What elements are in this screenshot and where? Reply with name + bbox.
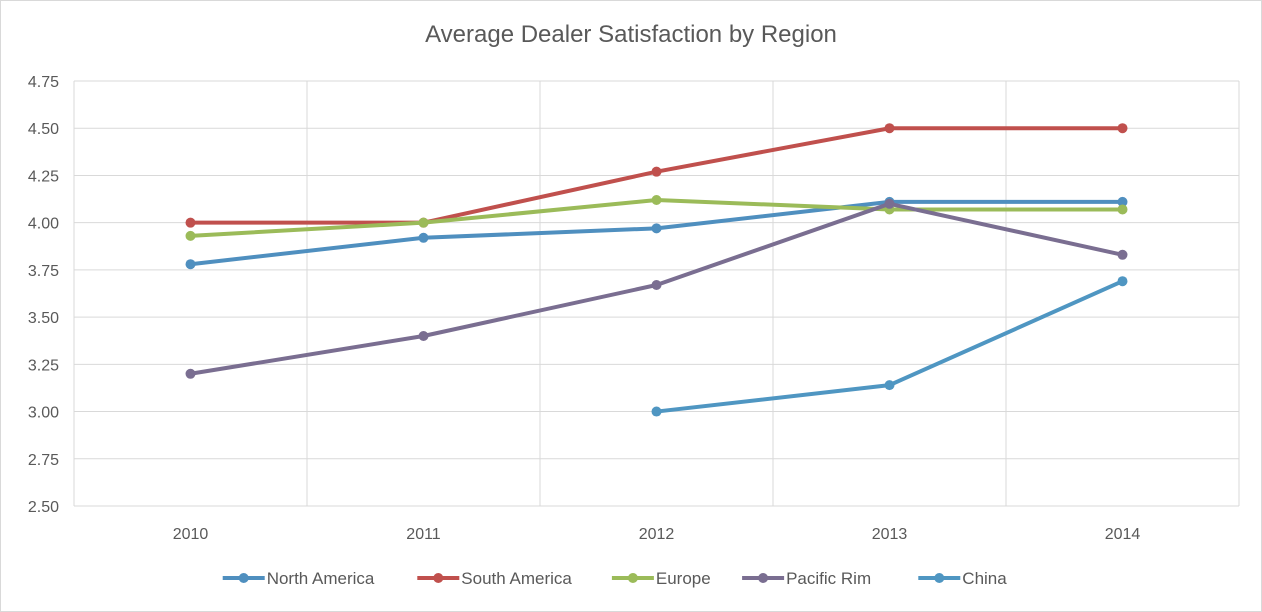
x-tick-label: 2012 xyxy=(639,526,675,543)
series-china xyxy=(651,276,1128,417)
data-point xyxy=(1117,196,1128,207)
chart-title: Average Dealer Satisfaction by Region xyxy=(425,21,837,48)
data-point xyxy=(651,280,662,290)
data-point xyxy=(1117,204,1128,215)
data-point xyxy=(651,166,662,177)
legend-marker-icon xyxy=(934,573,945,583)
y-tick-label: 4.75 xyxy=(28,74,59,91)
grid-lines xyxy=(73,80,1240,507)
data-point xyxy=(185,217,196,228)
x-tick-label: 2013 xyxy=(872,526,908,543)
legend-item: China xyxy=(918,569,1007,588)
data-point xyxy=(185,230,196,241)
legend-item: South America xyxy=(417,569,572,588)
data-point xyxy=(418,217,429,228)
series-line xyxy=(654,279,1125,414)
data-point xyxy=(651,195,662,205)
y-tick-label: 3.00 xyxy=(28,405,59,422)
x-axis-tick-labels: 2010 2011 2012 2013 2014 xyxy=(173,526,1141,543)
legend-label: South America xyxy=(461,569,572,588)
data-point xyxy=(418,331,429,341)
legend-label: Pacific Rim xyxy=(786,569,871,588)
legend-marker-icon xyxy=(627,573,638,583)
legend-label: China xyxy=(962,569,1007,588)
y-tick-label: 3.75 xyxy=(28,263,59,280)
legend-marker-icon xyxy=(433,573,444,583)
y-tick-label: 4.25 xyxy=(28,168,59,185)
data-point xyxy=(651,223,662,234)
data-point xyxy=(418,232,429,243)
legend-item: Pacific Rim xyxy=(742,569,871,588)
legend-marker-icon xyxy=(238,573,249,583)
data-point xyxy=(651,406,662,417)
data-point xyxy=(884,380,895,391)
legend: North America South America Europe Pacific … xyxy=(222,569,1007,588)
y-tick-label: 3.50 xyxy=(28,310,59,327)
series-europe xyxy=(185,195,1128,241)
y-tick-label: 4.50 xyxy=(28,121,59,138)
data-point xyxy=(1117,123,1128,134)
legend-label: Europe xyxy=(656,569,711,588)
legend-label: North America xyxy=(267,569,375,588)
data-point xyxy=(1117,276,1128,287)
data-point xyxy=(884,123,895,134)
legend-item: Europe xyxy=(611,569,711,588)
legend-marker-icon xyxy=(758,573,769,583)
data-point xyxy=(185,259,196,270)
series-pacific-rim xyxy=(185,198,1128,379)
data-point xyxy=(185,368,196,379)
x-tick-label: 2014 xyxy=(1105,526,1141,543)
y-tick-label: 4.00 xyxy=(28,216,59,233)
y-axis-tick-labels: 2.50 2.75 3.00 3.25 3.50 3.75 4.00 4.25 4.50 4.75 xyxy=(28,74,59,516)
data-series xyxy=(185,123,1128,417)
x-tick-label: 2010 xyxy=(173,526,209,543)
y-tick-label: 3.25 xyxy=(28,357,59,374)
data-point xyxy=(1117,249,1128,260)
y-tick-label: 2.75 xyxy=(28,452,59,469)
data-point xyxy=(884,198,895,209)
legend-item: North America xyxy=(222,569,375,588)
y-tick-label: 2.50 xyxy=(28,499,59,516)
x-tick-label: 2011 xyxy=(406,526,441,543)
